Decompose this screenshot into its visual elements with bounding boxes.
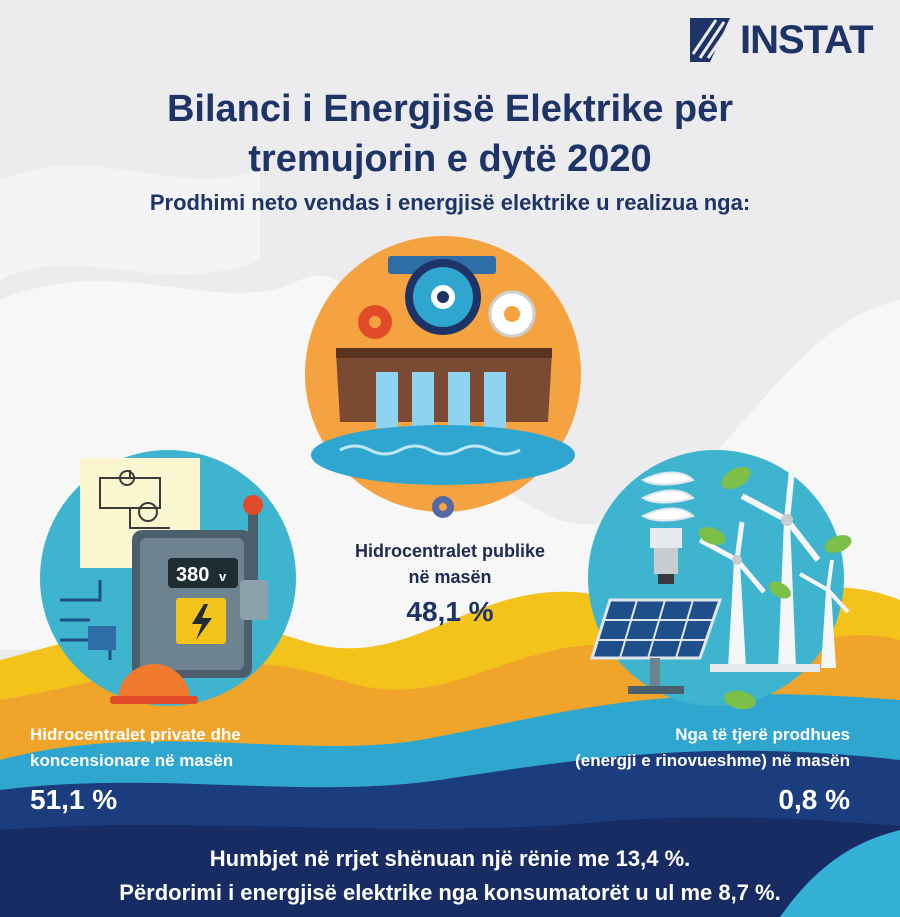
instat-logo-text: INSTAT bbox=[740, 18, 873, 62]
other-producers-label: Nga të tjerë prodhues (energji e rinovue… bbox=[520, 722, 850, 774]
instat-logo-mark bbox=[690, 18, 732, 62]
private-hydro-label-line-1: Hidrocentralet private dhe bbox=[30, 725, 241, 744]
public-hydro-label: Hidrocentralet publike në masën bbox=[300, 538, 600, 590]
public-hydro-value: 48,1 % bbox=[406, 596, 494, 627]
title-line-1: Bilanci i Energjisë Elektrike për bbox=[166, 88, 734, 130]
footer-losses-text: Humbjet në rrjet shënuan një rënie me 13… bbox=[209, 846, 691, 871]
other-producers-value: 0,8 % bbox=[778, 784, 850, 815]
private-hydro-label-line-2: koncensionare në masën bbox=[30, 751, 234, 770]
public-hydro-label-line-1: Hidrocentralet publike bbox=[354, 541, 546, 561]
page-title: Bilanci i Energjisë Elektrike për tremuj… bbox=[0, 84, 900, 184]
footer-consumption-text: Përdorimi i energjisë elektrike nga kons… bbox=[119, 880, 781, 905]
title-line-2: tremujorin e dytë 2020 bbox=[248, 138, 652, 180]
private-hydro-value: 51,1 % bbox=[30, 784, 118, 815]
private-hydro-label: Hidrocentralet private dhe koncensionare… bbox=[30, 722, 330, 774]
public-hydro-label-line-2: në masën bbox=[408, 567, 492, 587]
other-producers-label-line-1: Nga të tjerë prodhues bbox=[675, 725, 850, 744]
subtitle: Prodhimi neto vendas i energjisë elektri… bbox=[149, 190, 751, 215]
other-producers-label-line-2: (energji e rinovueshme) në masën bbox=[575, 751, 850, 770]
